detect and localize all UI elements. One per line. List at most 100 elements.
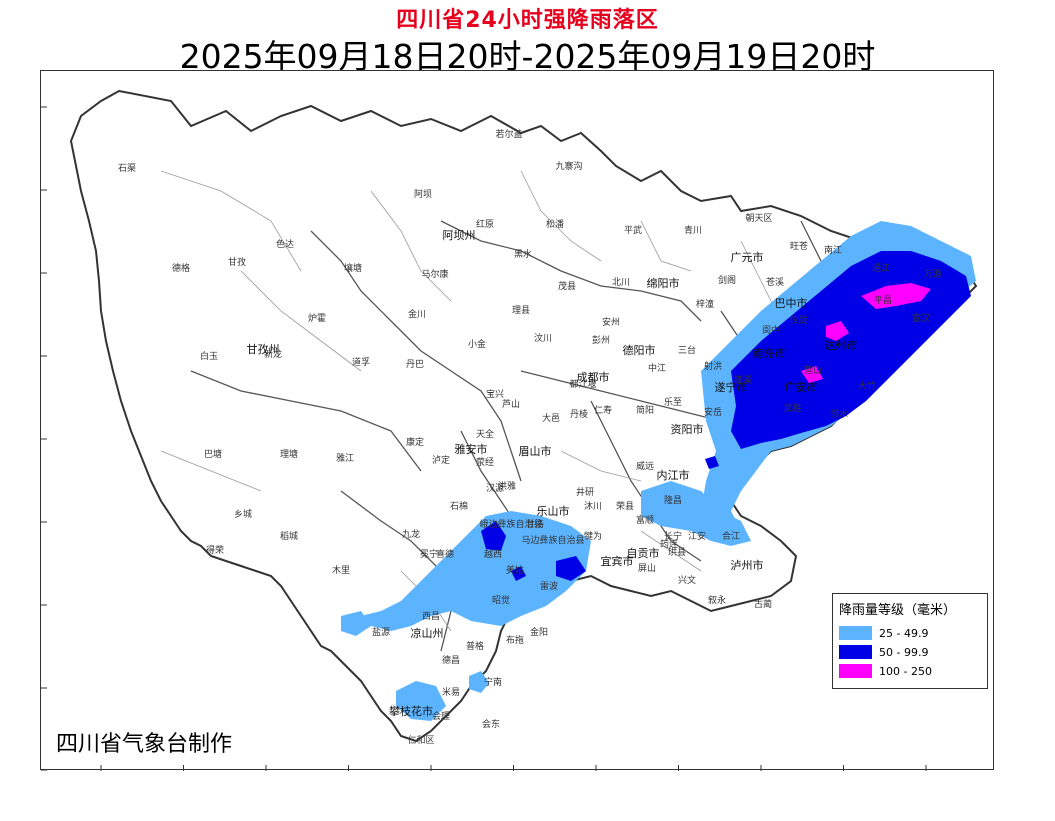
county-label: 德格	[172, 262, 190, 274]
county-label: 三台	[678, 344, 696, 356]
county-label: 康定	[406, 436, 424, 448]
legend-swatch	[839, 626, 872, 640]
rain-area-south-heavy-1	[481, 521, 506, 551]
prefecture-label: 泸州市	[731, 558, 764, 572]
prefecture-label: 巴中市	[775, 296, 808, 310]
county-label: 理县	[512, 305, 530, 316]
county-label: 越西	[484, 548, 502, 560]
county-label: 黑水	[514, 248, 532, 260]
prefecture-label: 甘孜州	[247, 342, 280, 356]
county-label: 北川	[612, 277, 630, 288]
county-label: 喜德	[436, 548, 454, 560]
rain-area-level-3	[801, 283, 931, 383]
county-label: 九龙	[402, 528, 420, 540]
county-label: 金川	[408, 308, 426, 320]
legend-item-50-99: 50 - 99.9	[839, 644, 928, 660]
county-label: 江安	[688, 530, 706, 542]
county-label: 壤塘	[344, 262, 362, 274]
county-label: 红原	[476, 218, 494, 230]
prefecture-label: 阿坝州	[443, 228, 476, 242]
rain-area-south-heavy-2	[556, 556, 586, 581]
county-label: 平昌	[874, 295, 892, 306]
county-label: 通江	[872, 263, 890, 274]
prefecture-label: 资阳市	[671, 422, 704, 436]
county-label: 峨边彝族自治县	[479, 518, 542, 530]
county-label: 犍为	[584, 530, 602, 542]
legend-label: 50 - 99.9	[879, 645, 929, 659]
county-label: 彭州	[592, 334, 610, 346]
county-label: 米易	[442, 686, 460, 698]
county-label: 汉源	[486, 483, 504, 494]
rain-area-southwest-light	[361, 511, 591, 631]
county-label: 白玉	[200, 350, 218, 362]
county-label: 青川	[684, 224, 702, 236]
map-canvas: 98E99E100E101E102E103E104E105E106E107E10…	[41, 89, 978, 771]
county-label: 马边彝族自治县	[521, 534, 584, 546]
legend-swatch	[839, 645, 872, 659]
county-label: 梓潼	[696, 298, 714, 310]
map-time-range: 2025年09月18日20时-2025年09月19日20时	[179, 37, 876, 76]
county-label: 甘孜	[228, 256, 246, 268]
county-label: 道孚	[352, 356, 370, 368]
rain-area-southeast-light	[641, 481, 751, 546]
county-label: 雅江	[336, 452, 354, 464]
longitude-axis: 98E99E100E101E102E103E104E105E106E107E10…	[100, 765, 927, 771]
county-label: 理塘	[280, 448, 298, 460]
county-label: 普格	[466, 640, 484, 652]
rain-area-xide-light	[341, 611, 371, 636]
province-outline	[69, 89, 978, 743]
county-label: 隆昌	[664, 494, 682, 506]
rain-area-dazhou-extreme	[826, 321, 849, 341]
county-label: 得荣	[206, 544, 224, 556]
county-label: 合江	[722, 530, 740, 542]
county-label: 芦山	[502, 399, 520, 410]
county-label: 雷波	[540, 580, 558, 592]
county-label: 松潘	[546, 218, 564, 230]
county-label: 盐源	[372, 626, 390, 638]
county-label: 富顺	[636, 514, 654, 526]
county-label: 茂县	[558, 280, 576, 292]
prefecture-label: 凉山州	[411, 626, 444, 640]
legend-title: 降雨量等级（毫米）	[839, 603, 957, 618]
prefecture-label: 德阳市	[623, 343, 656, 357]
county-label: 宁南	[484, 676, 502, 688]
county-label: 若尔盖	[495, 128, 522, 140]
county-label: 剑阁	[718, 274, 736, 286]
county-label: 荣县	[616, 500, 634, 512]
prefecture-label: 攀枝花市	[389, 704, 433, 718]
prefecture-label: 内江市	[657, 468, 690, 482]
legend: 降雨量等级（毫米） 25 - 49.9 50 - 99.9 100 - 250	[832, 593, 988, 689]
county-label: 营山	[804, 364, 822, 376]
county-label: 珙县	[668, 546, 686, 558]
county-label: 武胜	[784, 402, 802, 414]
rain-area-guang-an-extreme	[801, 366, 823, 383]
county-label: 新龙	[264, 348, 282, 360]
county-label: 大邑	[542, 412, 560, 424]
prefecture-label: 宜宾市	[601, 554, 634, 568]
legend-item-100-250: 100 - 250	[839, 663, 932, 679]
county-label: 阆中	[762, 324, 780, 336]
county-label: 乐至	[664, 396, 682, 408]
county-label: 平武	[624, 224, 642, 236]
legend-item-25-49: 25 - 49.9	[839, 625, 928, 641]
county-label: 仁和区	[407, 734, 434, 746]
county-label: 旺苍	[790, 240, 808, 252]
county-label: 泸定	[432, 454, 450, 466]
county-label: 仪陇	[790, 314, 808, 326]
latitude-axis: 34N33N32N31N30N29N28N27N26N	[41, 106, 47, 771]
county-label: 南江	[824, 244, 842, 256]
county-label: 丹棱	[570, 408, 588, 420]
county-label: 炉霍	[308, 312, 326, 324]
rain-area-panzhihua-light	[396, 681, 446, 721]
prefecture-label: 绵阳市	[647, 276, 680, 290]
county-label: 色达	[276, 238, 294, 250]
county-label: 射洪	[704, 360, 722, 372]
county-label: 威远	[636, 460, 654, 472]
rain-area-wanyuan-extreme	[861, 283, 931, 309]
county-label: 沐川	[584, 500, 602, 512]
county-label: 简阳	[636, 404, 654, 416]
county-label: 宝兴	[486, 388, 504, 400]
county-label: 德昌	[442, 654, 460, 666]
county-label: 万源	[924, 269, 942, 280]
